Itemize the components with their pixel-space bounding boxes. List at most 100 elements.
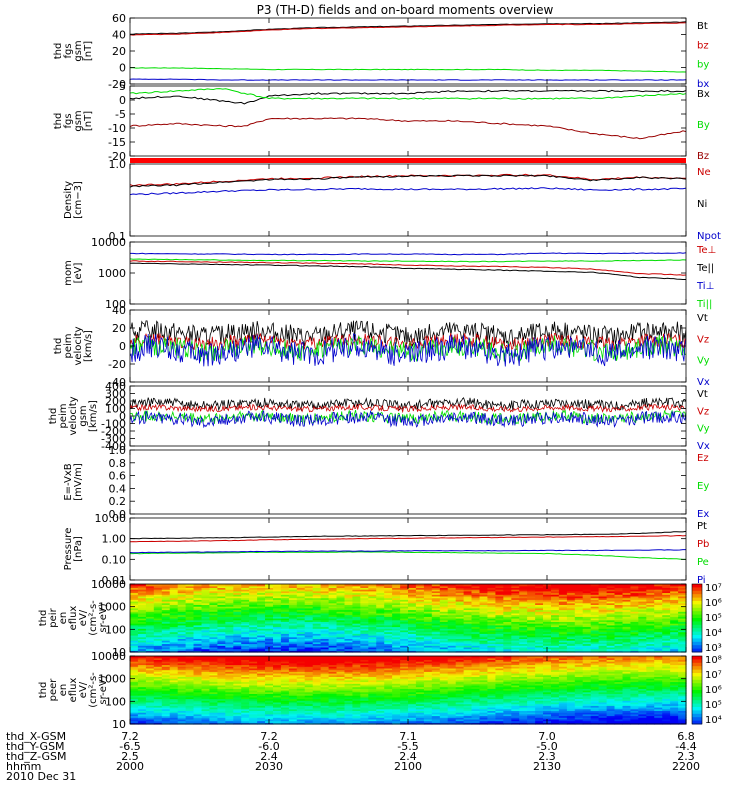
spectrogram-cell <box>265 592 274 595</box>
spectrogram-cell <box>558 707 568 710</box>
spectrogram-cell <box>193 584 202 587</box>
spectrogram-cell <box>336 592 345 595</box>
spectrogram-cell <box>193 597 202 600</box>
spectrogram-cell <box>535 693 544 696</box>
spectrogram-cell <box>193 618 202 621</box>
spectrogram-cell <box>384 597 393 600</box>
spectrogram-cell <box>447 645 457 648</box>
spectrogram-cell <box>193 619 202 622</box>
spectrogram-cell <box>487 587 496 590</box>
spectrogram-cell <box>257 688 266 691</box>
spectrogram-cell <box>646 614 655 617</box>
spectrogram-cell <box>169 712 179 715</box>
spectrogram-cell <box>233 715 242 718</box>
spectrogram-cell <box>257 691 266 694</box>
spectrogram-cell <box>177 700 187 703</box>
spectrogram-cell <box>543 609 552 612</box>
spectrogram-cell <box>336 640 345 643</box>
spectrogram-cell <box>471 636 480 639</box>
spectrogram-cell <box>257 645 266 648</box>
spectrogram-cell <box>280 650 290 653</box>
spectrogram-cell <box>638 635 647 638</box>
spectrogram-cell <box>543 715 552 718</box>
spectrogram-cell <box>487 686 496 689</box>
spectrogram-cell <box>400 696 409 700</box>
spectrogram-cell <box>455 592 465 595</box>
spectrogram-cell <box>145 585 155 588</box>
spectrogram-cell <box>153 614 163 617</box>
spectrogram-cell <box>551 589 560 592</box>
spectrogram-cell <box>463 618 473 621</box>
spectrogram-cell <box>582 621 592 624</box>
spectrogram-cell <box>225 696 234 700</box>
spectrogram-cell <box>161 698 171 701</box>
spectrogram-cell <box>392 698 401 701</box>
spectrogram-cell <box>408 690 417 693</box>
spectrogram-cell <box>408 624 417 628</box>
spectrogram-cell <box>503 695 512 698</box>
spectrogram-cell <box>574 691 584 694</box>
spectrogram-cell <box>177 609 187 612</box>
spectrogram-cell <box>638 701 647 705</box>
spectrogram-cell <box>495 584 504 587</box>
spectrogram-cell <box>145 710 155 713</box>
spectrogram-cell <box>241 650 250 653</box>
spectrogram-cell <box>137 720 147 723</box>
colorbar-label: 10³ <box>705 643 722 654</box>
spectrogram-cell <box>606 645 616 648</box>
spectrogram-cell <box>209 599 218 602</box>
spectrogram-cell <box>296 635 306 638</box>
spectrogram-cell <box>280 606 290 609</box>
spectrogram-cell <box>153 693 163 696</box>
spectrogram-cell <box>304 693 314 696</box>
spectrogram-cell <box>574 635 584 638</box>
spectrogram-cell <box>145 587 155 590</box>
spectrogram-cell <box>527 621 536 624</box>
y-axis-label-line: [nT] <box>83 111 94 131</box>
spectrogram-cell <box>273 631 282 634</box>
spectrogram-cell <box>622 624 631 628</box>
spectrogram-cell <box>471 684 480 688</box>
spectrogram-cell <box>288 713 298 717</box>
spectrogram-cell <box>344 626 353 629</box>
legend-Ne: Ne <box>697 167 711 178</box>
spectrogram-cell <box>130 599 139 602</box>
spectrogram-cell <box>511 618 520 621</box>
spectrogram-cell <box>336 584 345 587</box>
spectrogram-cell <box>193 650 202 653</box>
spectrogram-cell <box>574 710 584 713</box>
colorbar-segment <box>692 631 702 636</box>
spectrogram-cell <box>257 640 266 643</box>
spectrogram-cell <box>471 648 480 651</box>
spectrogram-cell <box>312 612 322 616</box>
spectrogram-cell <box>344 604 353 607</box>
spectrogram-cell <box>304 718 314 722</box>
spectrogram-cell <box>376 712 385 715</box>
spectrogram-cell <box>614 590 623 594</box>
spectrogram-cell <box>304 594 314 597</box>
spectrogram-cell <box>495 695 504 698</box>
spectrogram-cell <box>376 696 385 700</box>
spectrogram-cell <box>646 635 655 638</box>
spectrogram-cell <box>169 589 179 592</box>
spectrogram-cell <box>614 643 623 646</box>
spectrogram-cell <box>201 690 210 693</box>
spectrogram-cell <box>280 621 290 624</box>
spectrogram-cell <box>320 713 330 717</box>
spectrogram-cell <box>241 587 250 590</box>
spectrogram-cell <box>678 705 687 708</box>
spectrogram-cell <box>360 688 369 691</box>
spectrogram-cell <box>296 584 306 587</box>
spectrogram-cell <box>193 624 202 628</box>
y-tick-label: -20 <box>108 358 126 371</box>
spectrogram-cell <box>201 636 210 639</box>
spectrogram-cell <box>431 609 441 612</box>
spectrogram-cell <box>662 636 671 639</box>
spectrogram-cell <box>431 700 441 703</box>
spectrogram-cell <box>678 595 687 599</box>
spectrogram-cell <box>257 650 266 653</box>
spectrogram-cell <box>463 599 473 602</box>
spectrogram-cell <box>280 696 290 700</box>
spectrogram-cell <box>161 629 171 633</box>
spectrogram-cell <box>558 722 568 725</box>
